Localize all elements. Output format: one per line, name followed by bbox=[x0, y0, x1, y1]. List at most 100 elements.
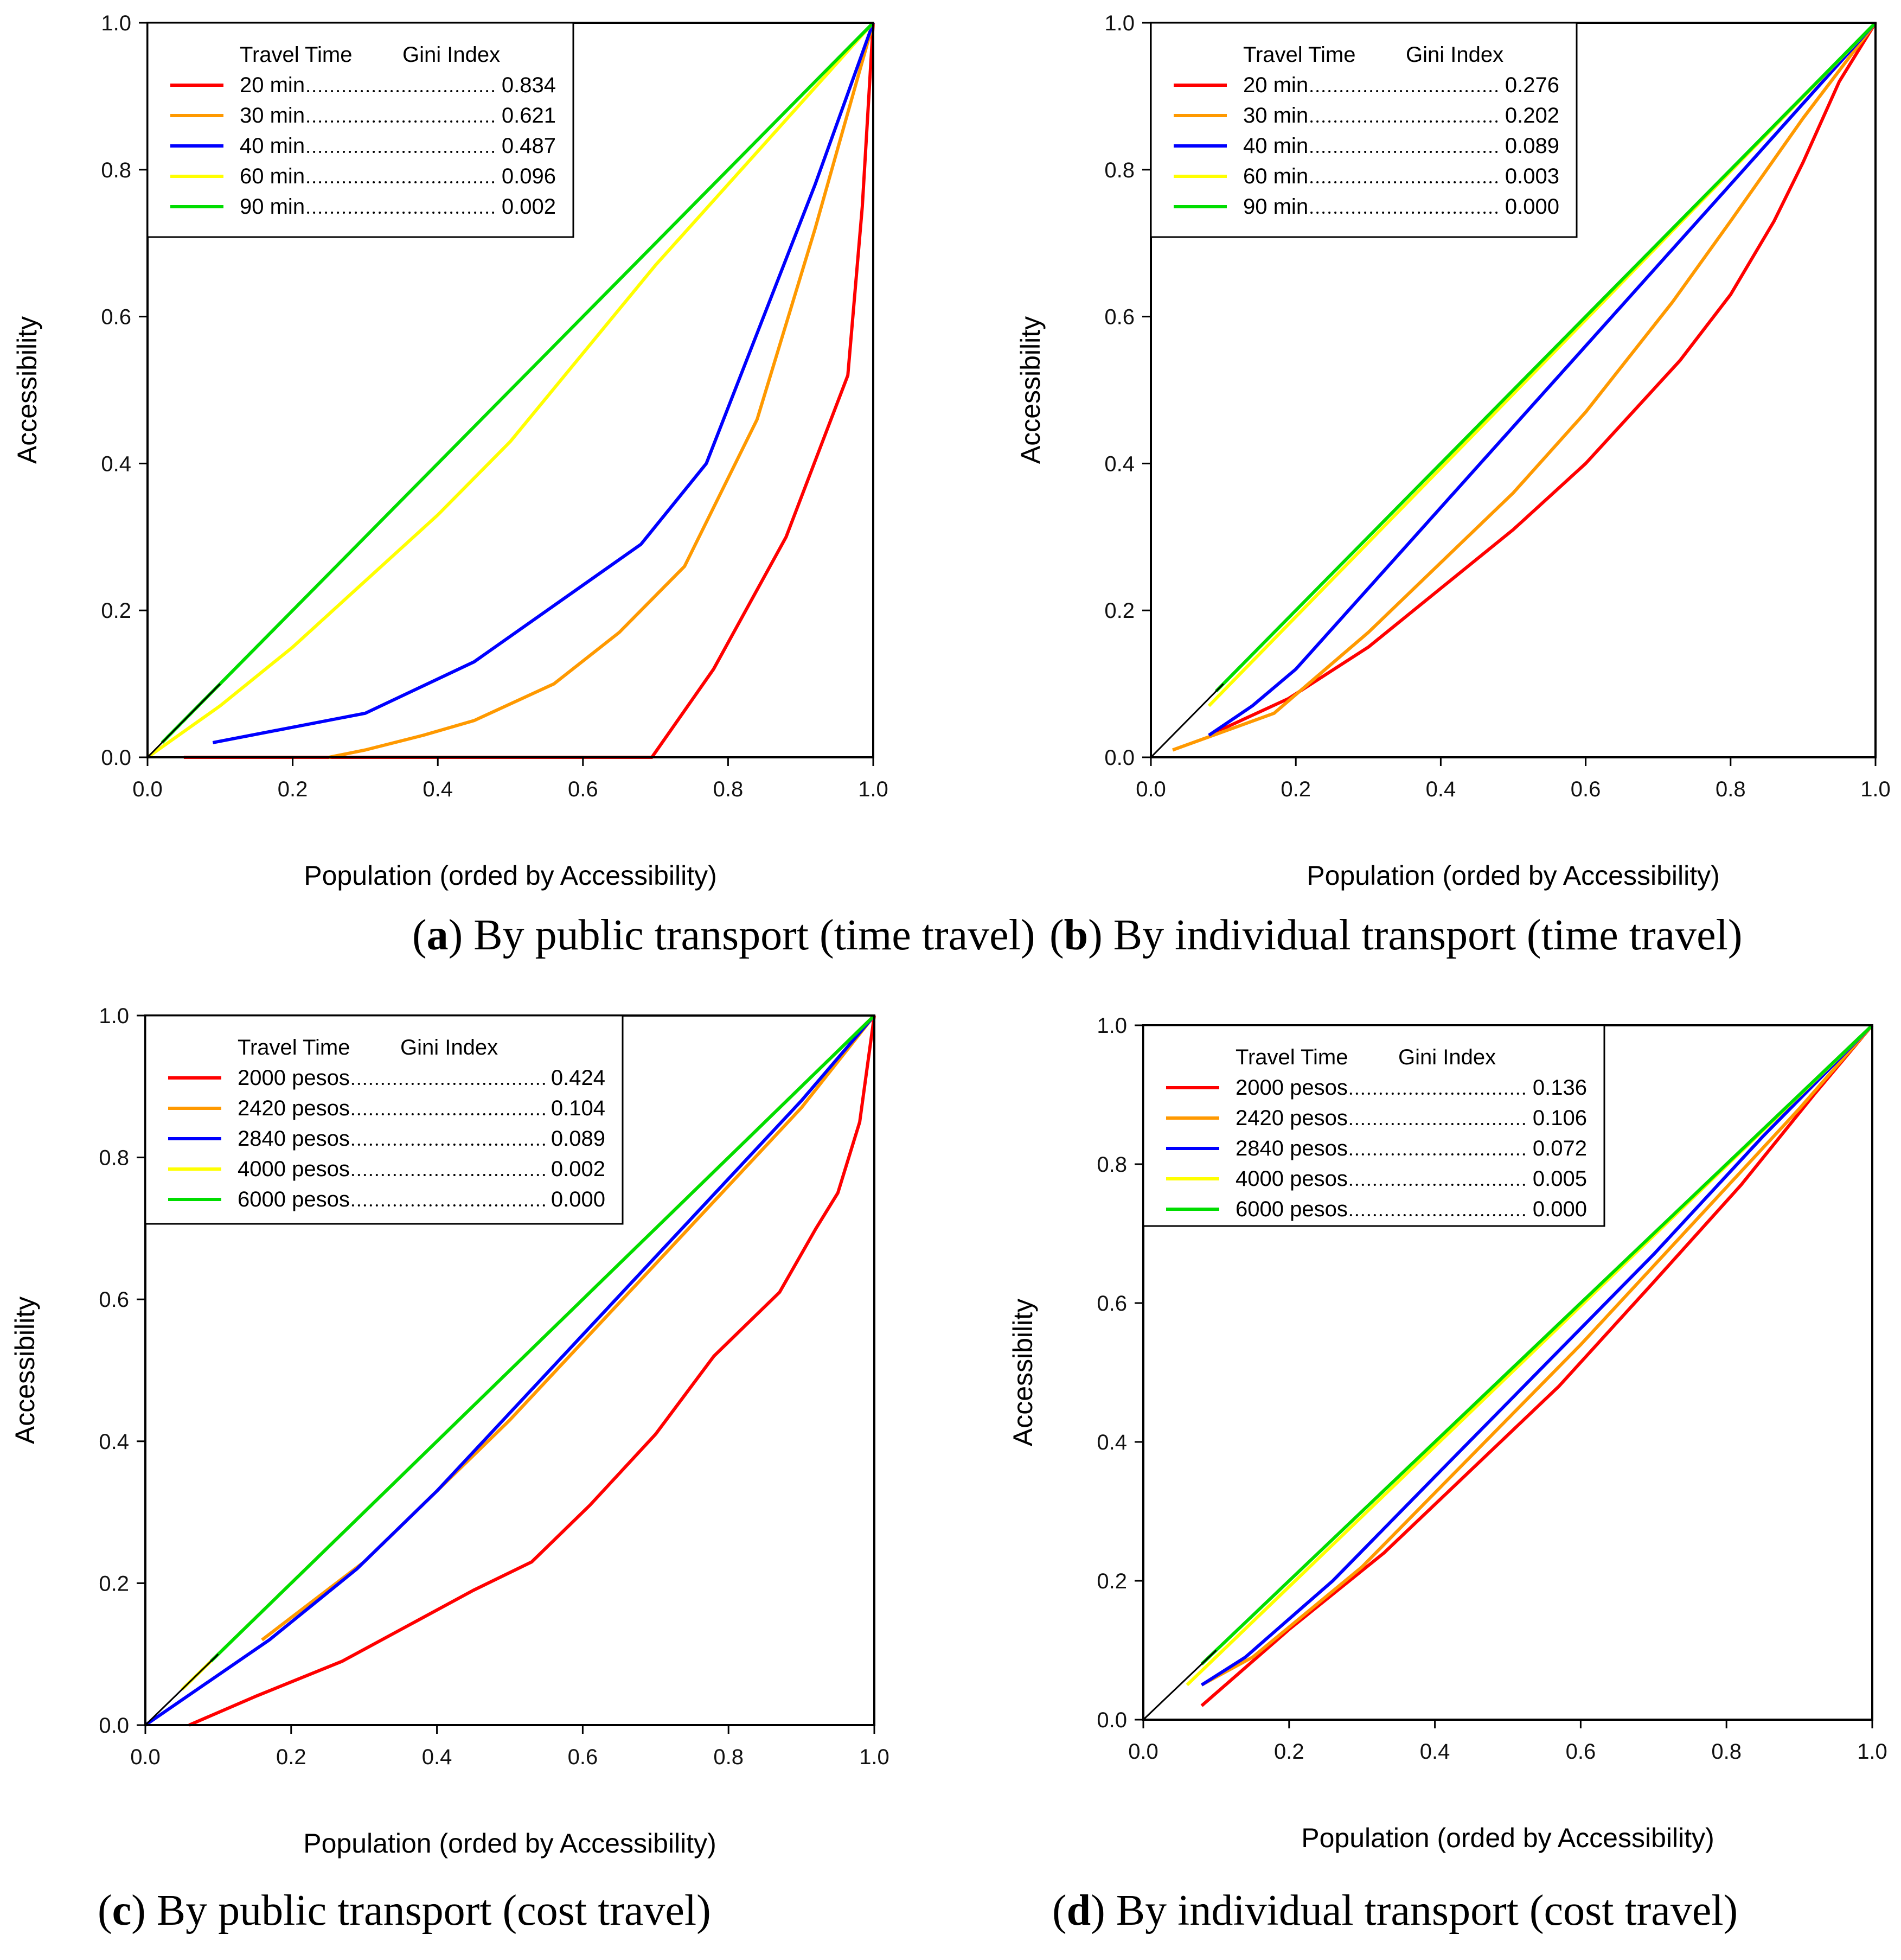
y-tick-label: 0.0 bbox=[101, 746, 131, 770]
legend-entry-name-1: 2420 pesos bbox=[238, 1096, 350, 1120]
series-line-0 bbox=[1200, 1024, 1874, 1707]
legend-entry-name-2: 2840 pesos bbox=[238, 1127, 350, 1151]
x-tick-label: 1.0 bbox=[1860, 777, 1891, 801]
panel-caption: (a) By public transport (time travel) bbox=[412, 911, 1035, 959]
legend-leader-dots-3 bbox=[307, 181, 495, 183]
legend-leader-dots-1 bbox=[351, 1113, 545, 1115]
legend-entry-name-2: 40 min bbox=[240, 134, 305, 158]
caption-letter: a bbox=[427, 911, 449, 959]
y-tick-label: 0.2 bbox=[1104, 599, 1135, 623]
legend-entry-gini-2: 0.089 bbox=[1505, 134, 1559, 158]
y-tick-label: 1.0 bbox=[99, 1004, 129, 1028]
y-tick-label: 0.4 bbox=[101, 452, 131, 476]
legend-header-col2: Gini Index bbox=[1406, 43, 1503, 67]
y-tick-label: 0.4 bbox=[1097, 1431, 1127, 1454]
legend-entry-name-3: 4000 pesos bbox=[238, 1157, 350, 1181]
caption-text: By public transport (cost travel) bbox=[157, 1887, 711, 1935]
legend-leader-dots-1 bbox=[1349, 1123, 1525, 1125]
y-tick-label: 0.6 bbox=[101, 305, 131, 329]
legend-leader-dots-2 bbox=[1310, 151, 1498, 153]
legend-entry-name-2: 2840 pesos bbox=[1236, 1137, 1348, 1160]
equality-line bbox=[1150, 683, 1224, 758]
series-line-1 bbox=[328, 22, 875, 759]
x-tick-label: 0.8 bbox=[713, 777, 744, 801]
series-line-2 bbox=[1200, 1024, 1874, 1687]
legend-leader-dots-3 bbox=[1310, 181, 1498, 183]
legend-leader-dots-1 bbox=[1310, 120, 1498, 123]
x-tick-label: 0.2 bbox=[278, 777, 308, 801]
x-tick-label: 0.6 bbox=[568, 777, 598, 801]
y-tick-label: 0.6 bbox=[1097, 1292, 1127, 1316]
legend-entry-name-4: 6000 pesos bbox=[1236, 1197, 1348, 1221]
x-tick-label: 0.0 bbox=[1136, 777, 1166, 801]
x-tick-label: 0.4 bbox=[1426, 777, 1456, 801]
chart-panel-c: 0.0 0.2 0.4 0.6 0.8 1.0 0.0 0.2 0.4 0.6 0.8 1.0 Popu… bbox=[10, 1004, 889, 1935]
y-tick-label: 1.0 bbox=[1097, 1014, 1127, 1038]
series-line-1 bbox=[1201, 1024, 1874, 1687]
legend-box bbox=[1142, 1024, 1605, 1227]
legend-entry-gini-3: 0.096 bbox=[502, 164, 556, 188]
legend-entry-name-4: 90 min bbox=[240, 195, 305, 219]
legend-entry-gini-1: 0.106 bbox=[1533, 1106, 1587, 1130]
legend-entry-gini-1: 0.202 bbox=[1505, 104, 1559, 127]
legend-header-col2: Gini Index bbox=[402, 43, 500, 67]
legend-leader-dots-2 bbox=[1349, 1153, 1525, 1155]
y-tick-label: 0.2 bbox=[1097, 1569, 1127, 1593]
x-axis-label: Population (orded by Accessibility) bbox=[1307, 860, 1720, 891]
y-tick-label: 0.6 bbox=[1104, 305, 1135, 329]
y-tick-label: 0.8 bbox=[101, 158, 131, 182]
y-axis-label: Accessibility bbox=[10, 1297, 40, 1444]
x-tick-label: 0.2 bbox=[1274, 1740, 1304, 1764]
x-tick-label: 0.6 bbox=[568, 1745, 598, 1769]
legend-leader-dots-4 bbox=[307, 212, 495, 214]
x-tick-label: 0.4 bbox=[422, 1745, 452, 1769]
legend-entry-name-4: 90 min bbox=[1243, 195, 1308, 219]
equality-line bbox=[1142, 1649, 1217, 1721]
legend-header-col1: Travel Time bbox=[238, 1036, 350, 1059]
y-tick-label: 0.0 bbox=[1097, 1708, 1127, 1732]
y-tick-label: 0.2 bbox=[101, 599, 131, 623]
legend-leader-dots-4 bbox=[351, 1204, 545, 1206]
series-line-2 bbox=[1208, 21, 1877, 737]
x-tick-label: 0.4 bbox=[1420, 1740, 1450, 1764]
legend-entry-gini-3: 0.003 bbox=[1505, 164, 1559, 188]
legend-box bbox=[1150, 22, 1578, 238]
x-tick-label: 0.0 bbox=[130, 1745, 161, 1769]
y-tick-label: 0.4 bbox=[1104, 452, 1135, 476]
x-tick-label: 0.8 bbox=[1716, 777, 1746, 801]
series-line-2 bbox=[144, 1014, 876, 1727]
legend-entry-gini-2: 0.089 bbox=[551, 1127, 605, 1151]
equality-line bbox=[144, 1653, 219, 1726]
legend-entry-gini-4: 0.000 bbox=[1505, 195, 1559, 219]
panel-caption: (c) By public transport (cost travel) bbox=[98, 1887, 711, 1935]
x-tick-label: 0.8 bbox=[713, 1745, 744, 1769]
y-tick-label: 0.0 bbox=[1104, 746, 1135, 770]
legend-entry-name-0: 20 min bbox=[1243, 73, 1308, 97]
x-tick-label: 0.4 bbox=[423, 777, 453, 801]
y-tick-label: 0.8 bbox=[1104, 158, 1135, 182]
y-tick-label: 0.6 bbox=[99, 1288, 129, 1312]
y-tick-label: 0.2 bbox=[99, 1572, 129, 1595]
legend-entry-gini-0: 0.834 bbox=[502, 73, 556, 97]
x-tick-label: 0.2 bbox=[1281, 777, 1311, 801]
y-tick-label: 1.0 bbox=[101, 11, 131, 35]
legend-header-col1: Travel Time bbox=[1236, 1045, 1348, 1069]
caption-letter: c bbox=[112, 1887, 132, 1935]
y-tick-label: 0.4 bbox=[99, 1430, 129, 1454]
x-tick-label: 1.0 bbox=[859, 1745, 889, 1769]
legend-entry-gini-4: 0.002 bbox=[502, 195, 556, 219]
x-tick-label: 1.0 bbox=[1857, 1740, 1887, 1764]
x-axis-label: Population (orded by Accessibility) bbox=[304, 860, 717, 891]
legend-leader-dots-4 bbox=[1310, 212, 1498, 214]
legend-box bbox=[144, 1014, 624, 1225]
legend-entry-gini-1: 0.104 bbox=[551, 1096, 605, 1120]
series-line-2 bbox=[212, 22, 875, 744]
series-line-1 bbox=[1172, 22, 1877, 752]
caption-text: By individual transport (time travel) bbox=[1113, 911, 1743, 959]
x-axis-label: Population (orded by Accessibility) bbox=[1301, 1823, 1714, 1853]
legend-entry-name-0: 2000 pesos bbox=[238, 1066, 350, 1090]
y-tick-label: 0.8 bbox=[99, 1146, 129, 1170]
legend-entry-gini-4: 0.000 bbox=[1533, 1197, 1587, 1221]
equality-line bbox=[146, 683, 221, 758]
